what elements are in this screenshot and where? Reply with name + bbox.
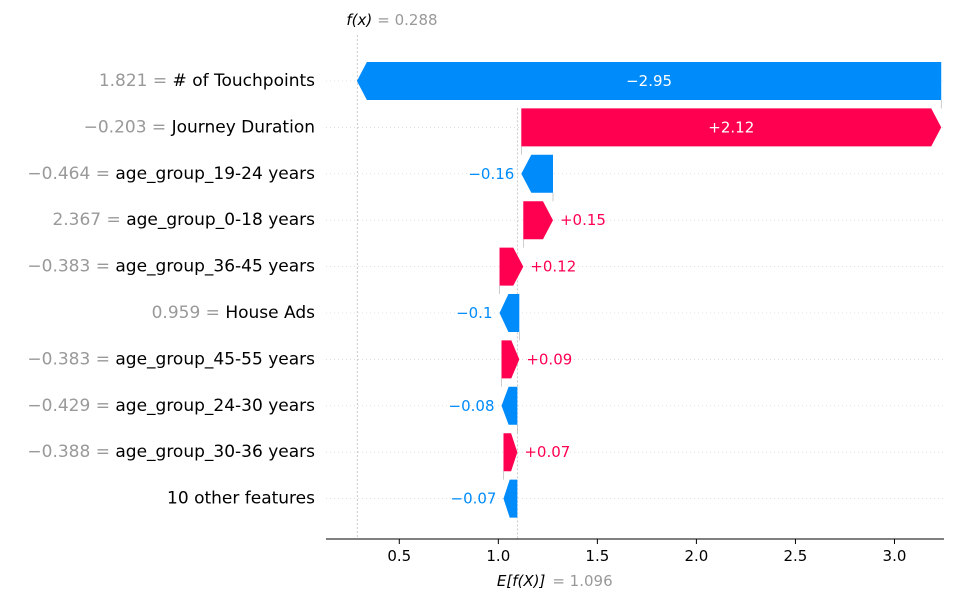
bar-value-label: +0.07	[524, 443, 570, 461]
waterfall-bar	[503, 479, 518, 518]
waterfall-bar	[521, 108, 942, 147]
feature-value: −0.429 =	[27, 396, 115, 416]
feature-value: 0.959 =	[152, 303, 226, 323]
feature-name: age_group_36-45 years	[115, 257, 315, 277]
feature-label: −0.383 = age_group_45-55 years	[27, 349, 315, 369]
feature-name: age_group_19-24 years	[115, 164, 315, 184]
feature-value: −0.388 =	[27, 442, 115, 462]
feature-name: age_group_45-55 years	[115, 349, 315, 369]
feature-value: −0.464 =	[27, 164, 115, 184]
bar-value-label: +0.12	[530, 258, 576, 276]
bars: −2.95 +2.12 −0.16 +0.15 +0.12 −0.1 +0.09 −0.08 +…	[356, 62, 942, 518]
x-tick-label: 3.0	[883, 547, 907, 565]
feature-name: age_group_0-18 years	[126, 210, 315, 230]
efx-label: E[f(X)]	[497, 572, 546, 590]
bar-value-label: −2.95	[626, 72, 672, 90]
waterfall-bar	[523, 201, 553, 240]
bar-value-label: +2.12	[708, 118, 754, 136]
x-axis: 0.5 1.0 1.5 2.0 2.5 3.0	[326, 538, 944, 565]
waterfall-bar	[499, 247, 524, 286]
feature-label: 2.367 = age_group_0-18 years	[52, 210, 315, 230]
efx-value: = 1.096	[552, 572, 612, 590]
x-tick-label: 2.0	[684, 547, 708, 565]
feature-name: age_group_30-36 years	[115, 442, 315, 462]
feature-name: 10 other features	[167, 489, 315, 509]
bar-value-label: −0.16	[468, 165, 514, 183]
bar-value-label: −0.08	[449, 397, 495, 415]
feature-value: 2.367 =	[52, 210, 126, 230]
feature-value: −0.383 =	[27, 257, 115, 277]
feature-label: 1.821 = # of Touchpoints	[99, 71, 315, 91]
feature-label: −0.429 = age_group_24-30 years	[27, 396, 315, 416]
feature-name: Journey Duration	[171, 117, 315, 137]
fx-value: = 0.288	[377, 11, 437, 29]
feature-name: # of Touchpoints	[173, 71, 316, 91]
bar-value-label: −0.1	[456, 304, 492, 322]
bar-value-label: +0.15	[560, 211, 606, 229]
feature-labels: 1.821 = # of Touchpoints −0.203 = Journey…	[27, 71, 315, 509]
waterfall-bar	[501, 386, 518, 425]
x-tick-label: 2.5	[784, 547, 808, 565]
waterfall-bar	[521, 154, 553, 193]
x-tick-label: 1.5	[585, 547, 609, 565]
waterfall-bar	[503, 433, 518, 472]
feature-label: 0.959 = House Ads	[152, 303, 316, 323]
feature-label: −0.464 = age_group_19-24 years	[27, 164, 315, 184]
feature-value: 1.821 =	[99, 71, 173, 91]
bar-value-label: +0.09	[526, 350, 572, 368]
waterfall-bar	[501, 340, 520, 379]
feature-value: −0.203 =	[84, 117, 172, 137]
feature-name: House Ads	[225, 303, 315, 323]
bar-value-label: −0.07	[451, 490, 497, 508]
feature-label: 10 other features	[167, 489, 315, 509]
fx-label: f(x)	[346, 11, 372, 29]
x-tick-label: 1.0	[486, 547, 510, 565]
x-tick-label: 0.5	[387, 547, 411, 565]
feature-name: age_group_24-30 years	[115, 396, 315, 416]
feature-label: −0.388 = age_group_30-36 years	[27, 442, 315, 462]
waterfall-bar	[499, 294, 520, 332]
waterfall-bar	[356, 62, 942, 100]
feature-label: −0.383 = age_group_36-45 years	[27, 257, 315, 277]
feature-value: −0.383 =	[27, 349, 115, 369]
feature-label: −0.203 = Journey Duration	[84, 117, 315, 137]
